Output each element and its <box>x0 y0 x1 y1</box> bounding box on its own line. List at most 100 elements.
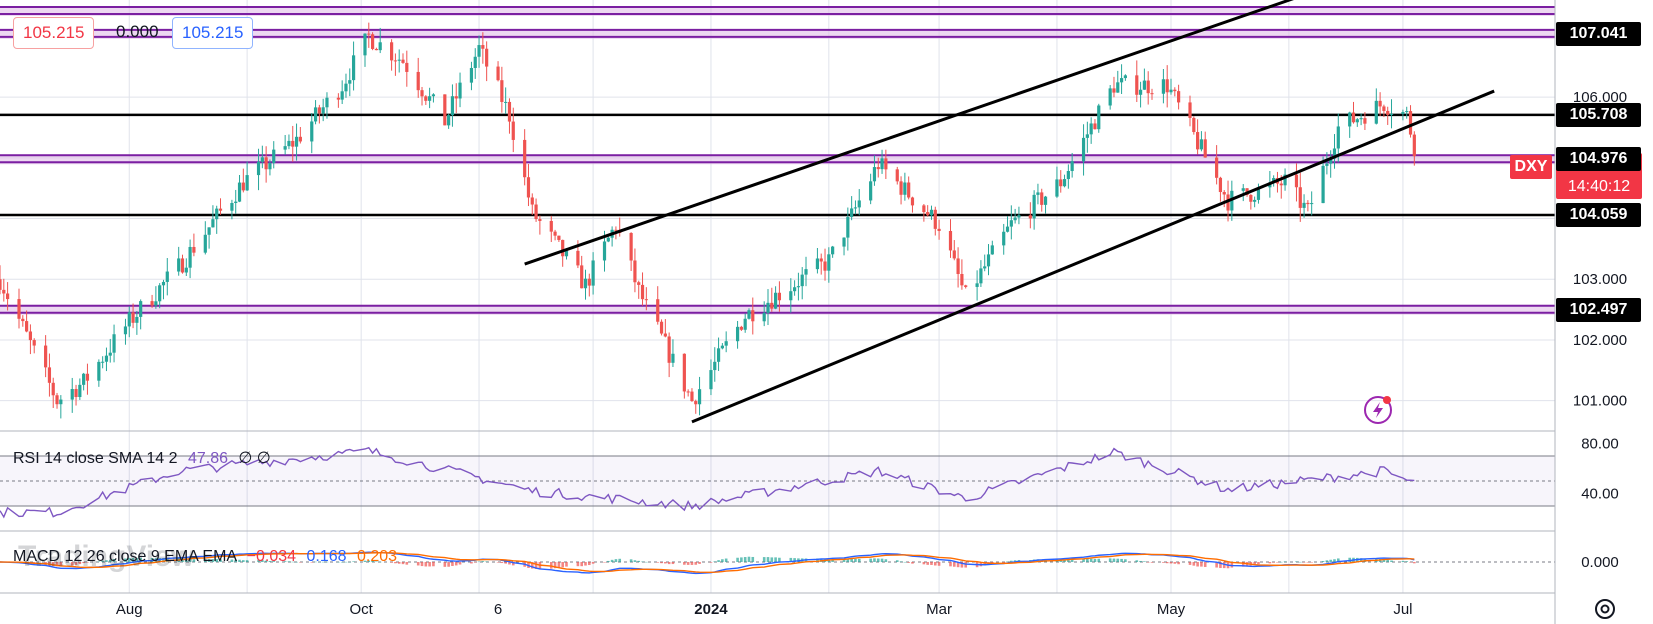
candle-body <box>1302 202 1306 208</box>
close-value-box[interactable]: 105.215 <box>172 17 254 49</box>
macd-histogram-bar <box>1108 558 1112 562</box>
rsi-legend[interactable]: RSI 14 close SMA 14 2 47.86 ∅ ∅ <box>13 448 271 468</box>
candle-body <box>1066 171 1070 180</box>
candle-body <box>1089 123 1093 135</box>
candle-body <box>154 301 158 306</box>
candle-body <box>283 146 287 150</box>
macd-histogram-bar <box>219 559 222 562</box>
tradingview-watermark: TradingView <box>18 540 195 573</box>
macd-histogram-bar <box>1082 559 1085 562</box>
macd-histogram-bar <box>770 557 774 562</box>
macd-histogram-bar <box>1405 561 1409 562</box>
candle-body <box>1108 88 1112 106</box>
macd-histogram-bar <box>1070 559 1074 562</box>
macd-histogram-bar <box>793 558 796 562</box>
macd-histogram-bar <box>1272 562 1275 563</box>
macd-histogram-bar <box>318 561 321 563</box>
candle-body <box>363 33 367 56</box>
candle-body <box>215 208 219 220</box>
macd-histogram-bar <box>1279 561 1283 563</box>
candle-body <box>256 161 261 176</box>
macd-histogram-bar <box>1348 557 1351 562</box>
macd-histogram-bar <box>895 560 899 562</box>
macd-histogram-bar <box>310 562 314 563</box>
candle-body <box>1123 75 1127 79</box>
macd-histogram-bar <box>458 562 462 565</box>
candle-body <box>530 197 534 205</box>
time-tick-label: 6 <box>494 601 502 618</box>
macd-histogram-bar <box>432 562 435 567</box>
candle-body <box>534 204 538 220</box>
price-tick-label: 106.000 <box>1573 89 1627 106</box>
open-value-box[interactable]: 105.215 <box>13 17 95 49</box>
candle-body <box>1116 82 1120 93</box>
candle-body <box>1043 196 1048 205</box>
macd-histogram-bar <box>192 559 196 562</box>
macd-histogram-bar <box>743 557 747 562</box>
price-level-badge[interactable]: 107.041 <box>1556 21 1641 46</box>
candle-body <box>1097 105 1101 130</box>
candle-body <box>74 389 78 398</box>
macd-line-value: 0.168 <box>306 548 347 565</box>
candle-body <box>853 207 858 209</box>
macd-legend[interactable]: MACD 12 26 close 9 EMA EMA −0.034 0.168 … <box>13 548 397 566</box>
candle-body <box>207 227 211 235</box>
candle-body <box>842 237 846 247</box>
symbol-badge[interactable]: DXY <box>1510 155 1552 179</box>
candle-body <box>1386 110 1390 115</box>
candle-body <box>762 312 766 322</box>
candle-body <box>1192 117 1196 133</box>
candle-body <box>317 107 321 114</box>
candle-body <box>1146 80 1150 94</box>
candle-body <box>1279 183 1283 186</box>
support-band <box>0 304 1555 315</box>
settings-gear-icon[interactable] <box>1595 599 1615 619</box>
candle-body <box>644 299 648 301</box>
macd-histogram-bar <box>390 562 393 563</box>
macd-histogram-bar <box>70 562 74 566</box>
macd-histogram-bar <box>584 562 587 566</box>
macd-histogram-bar <box>907 562 910 563</box>
candle-body <box>272 149 276 164</box>
candle-body <box>1412 134 1416 157</box>
candle-body <box>397 59 401 61</box>
time-axis[interactable]: Aug Oct 6 2024 Mar May Jul <box>116 601 1413 618</box>
macd-histogram-bar <box>504 562 507 564</box>
macd-histogram-bar <box>762 557 766 562</box>
price-level-badge[interactable]: 104.059 <box>1556 202 1641 227</box>
macd-histogram-bar <box>496 562 500 563</box>
channel-trendlines[interactable] <box>524 0 1495 424</box>
candle-body <box>975 283 979 287</box>
candle-body <box>553 231 557 236</box>
macd-histogram-bar <box>588 562 591 566</box>
macd-signal-value: 0.203 <box>357 548 398 565</box>
candle-body <box>907 182 911 198</box>
candle-body <box>903 182 907 195</box>
macd-histogram-bar <box>850 558 853 562</box>
candle-body <box>264 157 268 170</box>
candle-body <box>1161 79 1165 94</box>
lightning-icon[interactable] <box>1364 396 1392 424</box>
macd-histogram-bar <box>295 561 298 563</box>
macd-histogram-bar <box>1063 559 1066 562</box>
candle-body <box>1036 192 1040 195</box>
price-level-badge[interactable]: 102.497 <box>1556 297 1641 322</box>
macd-histogram-bar <box>139 557 142 562</box>
candle-body <box>1405 111 1409 113</box>
price-level-badge[interactable]: 104.976 <box>1556 147 1641 172</box>
candle-body <box>374 48 378 51</box>
candle-body <box>401 59 405 63</box>
macd-histogram-bar <box>933 562 937 566</box>
support-resistance-levels[interactable] <box>0 6 1555 315</box>
candle-body <box>1177 91 1181 103</box>
macd-histogram-bar <box>1010 560 1013 562</box>
macd-histogram-bar <box>534 562 538 569</box>
candle-body <box>1112 88 1116 93</box>
candle-body <box>211 219 215 228</box>
candle-body <box>1241 188 1245 191</box>
candle-body <box>112 334 116 353</box>
macd-histogram-bar <box>287 561 291 562</box>
price-level-badge[interactable]: 105.708 <box>1556 102 1641 127</box>
macd-histogram-bar <box>230 559 234 562</box>
